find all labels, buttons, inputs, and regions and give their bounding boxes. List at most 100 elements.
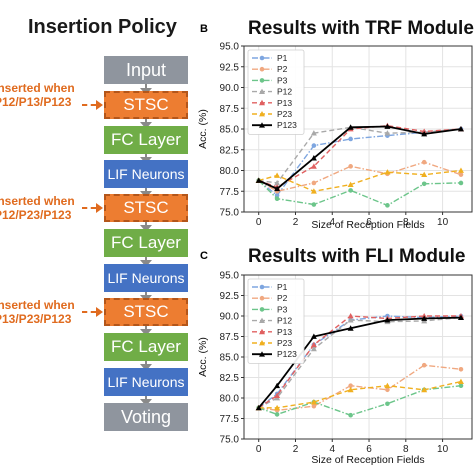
lif-neurons-block-3: LIF Neurons — [104, 368, 188, 396]
arrow-stem — [145, 222, 147, 226]
legend-marker — [259, 340, 265, 346]
insertion-note-1: Inserted when P12/P13/P123 — [0, 81, 75, 109]
insertion-note-2-line2: P12/P23/P123 — [0, 208, 72, 222]
insertion-note-2-line1: Inserted when — [0, 194, 75, 208]
data-point-p123 — [310, 155, 317, 161]
note-arrow-head — [96, 307, 103, 317]
chart-panel-c: C Results with FLI Module 75.0 77.5 80.0 82.5… — [197, 246, 473, 466]
flow-arrow — [140, 329, 152, 336]
panel-label: B — [200, 23, 208, 35]
y-axis-label: Acc. (%) — [197, 337, 209, 377]
data-point-p12 — [347, 317, 354, 323]
data-point-p3 — [458, 383, 464, 389]
data-point-p123 — [274, 185, 281, 192]
y-tick-label: 95.0 — [220, 42, 240, 53]
data-point-p3 — [274, 412, 280, 417]
x-axis-label: Size of Reception Fields — [311, 454, 424, 466]
x-tick-label: 8 — [403, 444, 409, 455]
data-point-p3 — [274, 196, 280, 202]
insertion-policy-diagram: Insertion Policy Input STSC FC Layer LIF… — [0, 0, 200, 474]
legend-marker — [259, 111, 265, 117]
y-tick-label: 77.5 — [220, 414, 240, 425]
note-connector — [82, 207, 96, 209]
data-point-p3 — [385, 401, 390, 407]
data-point-p23 — [310, 188, 317, 194]
flow-arrow — [140, 122, 152, 129]
data-point-p123 — [384, 123, 391, 129]
data-point-p23 — [384, 169, 391, 175]
data-point-p123 — [310, 333, 317, 339]
arrow-stem — [145, 326, 147, 330]
y-tick-label: 82.5 — [220, 373, 240, 384]
data-point-p123 — [421, 130, 428, 137]
voting-block: Voting — [104, 403, 188, 431]
data-point-p2 — [311, 403, 317, 409]
insertion-note-1-line2: P12/P13/P123 — [0, 95, 72, 109]
note-arrow-head — [96, 203, 103, 213]
x-tick-label: 10 — [437, 444, 449, 455]
input-block: Input — [104, 56, 188, 84]
legend-marker — [259, 295, 265, 301]
x-tick-label: 4 — [329, 217, 335, 228]
insertion-note-3-line2: P13/P23/P123 — [0, 312, 72, 326]
x-tick-label: 2 — [293, 444, 299, 455]
y-tick-label: 75.0 — [220, 435, 240, 446]
data-point-p23 — [274, 404, 281, 411]
insertion-note-2: Inserted when P12/P23/P123 — [0, 194, 75, 222]
x-tick-label: 6 — [366, 444, 372, 455]
data-point-p2 — [421, 159, 427, 165]
x-tick-label: 2 — [293, 217, 299, 228]
arrow-stem — [145, 154, 147, 158]
y-tick-label: 80.0 — [220, 166, 240, 177]
stsc-block-1: STSC — [104, 91, 188, 119]
legend-label-p12: P12 — [277, 87, 292, 97]
data-point-p3 — [348, 412, 353, 418]
x-tick-label: 10 — [437, 217, 449, 228]
data-point-p2 — [458, 367, 464, 372]
plot-border — [243, 274, 473, 440]
x-axis-label: Size of Reception Fields — [311, 219, 424, 231]
x-tick-label: 8 — [403, 217, 409, 228]
legend-label-p13: P13 — [277, 98, 292, 108]
data-point-p123 — [457, 126, 464, 132]
data-point-p3 — [348, 188, 353, 193]
arrow-stem — [145, 84, 147, 89]
data-point-p123 — [384, 317, 391, 323]
data-point-p123 — [421, 315, 428, 321]
fc-layer-block-1: FC Layer — [104, 126, 188, 154]
data-point-p1 — [311, 143, 317, 148]
y-axis-label: Acc. (%) — [197, 109, 209, 149]
legend-label-p23: P23 — [277, 109, 292, 119]
data-point-p3 — [385, 203, 390, 208]
arrow-stem — [145, 396, 147, 400]
flow-arrow — [140, 364, 152, 371]
legend-marker — [259, 99, 265, 106]
legend-marker — [259, 351, 265, 357]
data-point-p12 — [384, 130, 391, 136]
lif-neurons-block-2: LIF Neurons — [104, 264, 188, 292]
arrow-stem — [145, 188, 147, 192]
data-point-p23 — [274, 172, 281, 178]
legend-label-p3: P3 — [277, 75, 288, 85]
legend-label-p1: P1 — [277, 282, 288, 292]
data-point-p2 — [385, 387, 390, 393]
data-point-p23 — [421, 171, 428, 178]
y-tick-label: 90.0 — [220, 312, 240, 323]
data-point-p1 — [274, 193, 280, 198]
y-tick-label: 90.0 — [220, 83, 240, 94]
note-arrow-head — [96, 100, 103, 110]
y-tick-label: 82.5 — [220, 145, 240, 156]
legend-label-p12: P12 — [277, 316, 292, 326]
y-tick-label: 87.5 — [220, 104, 240, 115]
arrow-stem — [145, 292, 147, 296]
data-point-p12 — [310, 130, 317, 136]
legend-label-p123: P123 — [277, 349, 297, 359]
legend-marker — [259, 328, 265, 335]
data-point-p123 — [255, 177, 262, 183]
y-tick-label: 85.0 — [220, 353, 240, 364]
y-tick-label: 87.5 — [220, 332, 240, 343]
legend-label-p2: P2 — [277, 293, 288, 303]
data-point-p123 — [347, 325, 354, 331]
legend-marker — [259, 122, 265, 128]
chart-title: Results with TRF Module — [248, 18, 474, 39]
